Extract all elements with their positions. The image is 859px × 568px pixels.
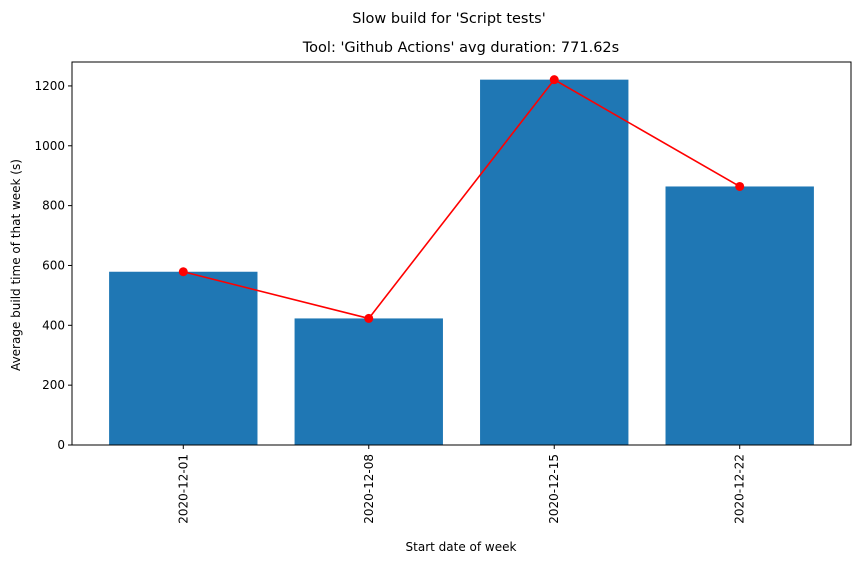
y-tick-label: 1200 — [34, 79, 65, 93]
y-tick-label: 800 — [42, 199, 65, 213]
line-point-2020-12-08 — [364, 313, 374, 323]
y-tick-label: 400 — [42, 318, 65, 332]
plot-area: 0 200 400 600 800 1000 1200 2020-12-01 2020-12-0… — [34, 61, 852, 524]
line-point-2020-12-15 — [549, 75, 559, 85]
chart-title: Tool: 'Github Actions' avg duration: 771… — [302, 40, 619, 56]
bar-2020-12-01 — [109, 271, 258, 445]
x-tick-label: 2020-12-15 — [547, 454, 561, 524]
line-point-2020-12-22 — [735, 181, 745, 191]
bar-2020-12-15 — [480, 79, 629, 446]
y-axis-label: Average build time of that week (s) — [9, 159, 23, 371]
x-tick-label: 2020-12-08 — [362, 454, 376, 524]
bar-2020-12-08 — [294, 318, 443, 445]
y-tick-label: 0 — [57, 438, 65, 452]
line-point-2020-12-01 — [178, 267, 188, 277]
y-tick-label: 1000 — [34, 139, 65, 153]
bar-2020-12-22 — [665, 186, 814, 445]
y-tick-label: 600 — [42, 258, 65, 272]
x-tick-label: 2020-12-01 — [176, 454, 190, 524]
chart-suptitle: Slow build for 'Script tests' — [352, 11, 545, 27]
x-axis-label: Start date of week — [406, 540, 517, 554]
y-tick-label: 200 — [42, 378, 65, 392]
line-series — [183, 78, 741, 320]
x-tick-label: 2020-12-22 — [733, 454, 747, 524]
axes-frame — [71, 61, 852, 446]
